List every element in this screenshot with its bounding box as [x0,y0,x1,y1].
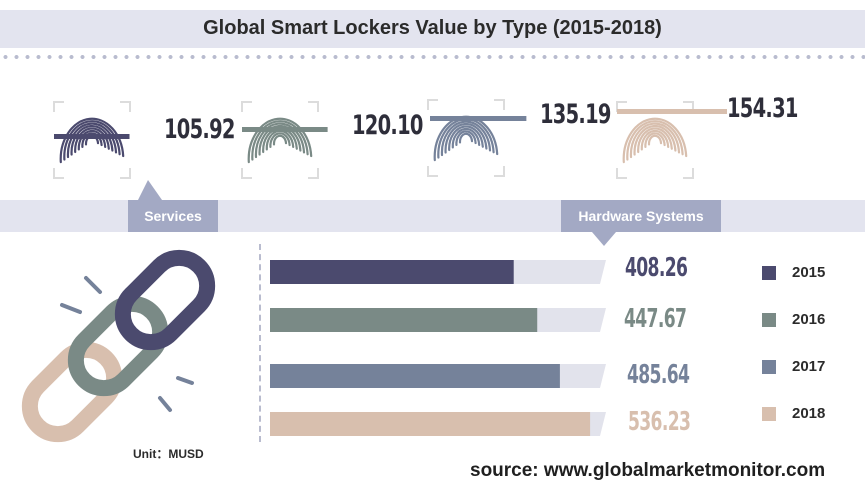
fingerprint-ridge [640,129,670,151]
fingerprint-ridge [622,117,688,164]
fingerprint-ridge [74,127,110,154]
legend-swatch-2015 [762,266,776,280]
services-value-2018: 154.31 [727,93,798,124]
frame-corner [241,168,252,179]
frame-corner [683,168,694,179]
services-bar-2017 [430,116,527,121]
frame-corner [241,101,252,112]
chain-spark [158,396,172,412]
frame-corner [308,101,319,112]
fingerprint-ridge [633,125,677,156]
hardware-bar-2016 [270,308,538,332]
legend-label-2016: 2016 [792,311,826,328]
services-bar-2015 [54,134,130,139]
fingerprint-ridge [458,132,474,144]
hardware-systems-tag: Hardware Systems [561,200,721,232]
fingerprint-ridge [63,120,121,161]
fingerprint-ridge [444,123,488,154]
legend-label-2018: 2018 [792,405,826,422]
chain-link-icon [21,249,216,443]
frame-corner [53,101,64,112]
fingerprint-ridge [66,122,118,159]
services-value-2015: 105.92 [164,114,235,145]
legend-swatch-2016 [762,313,776,327]
fingerprint-ridge [81,132,103,149]
fingerprint-ridge [440,120,492,157]
services-value-2017: 135.19 [540,99,611,130]
chain-link-2018 [21,341,123,443]
fingerprint-ridge [644,132,666,149]
services-value-2016: 120.10 [352,110,423,141]
fingerprint-ridge [272,134,288,146]
fingerprint-ridge [626,120,684,161]
chain-spark [84,276,102,294]
services-bar-2018 [617,109,727,114]
frame-corner [683,101,694,112]
hardware-value-2018: 536.23 [628,407,691,437]
fingerprint-ridge [637,127,673,154]
fingerprint-ridge [77,129,107,151]
chain-link-2015 [114,249,216,351]
fingerprint-ridge [247,117,313,164]
fingerprint-ridge [70,125,114,156]
frame-corner [427,99,438,110]
fingerprint-ridge [448,125,484,152]
frame-corner [53,168,64,179]
legend-label-2017: 2017 [792,358,826,375]
frame-corner [616,101,627,112]
fingerprint-ridge [258,125,302,156]
hardware-bar-2017 [270,364,560,388]
unit-label: Unit：MUSD [133,447,204,461]
hardware-value-2015: 408.26 [625,253,688,283]
fingerprint-icon [53,101,131,179]
frame-corner [120,101,131,112]
legend-label-2015: 2015 [792,264,826,281]
fingerprint-ridge [647,134,663,146]
fingerprint-ridge [251,120,309,161]
fingerprint-icon [616,101,694,179]
legend-swatch-2018 [762,407,776,421]
services-pointer [138,180,162,200]
frame-corner [494,99,505,110]
frame-corner [616,168,627,179]
hardware-bar-2018 [270,412,591,436]
fingerprint-ridge [451,127,481,149]
dashed-divider [259,244,261,442]
dotted-divider [0,55,865,59]
fingerprint-ridge [629,122,681,159]
fingerprint-ridge [254,122,306,159]
fingerprint-ridge [269,132,291,149]
hardware-pointer [592,232,616,246]
fingerprint-ridge [455,130,477,147]
chain-spark [176,376,194,385]
source-text: source: www.globalmarketmonitor.com [470,460,826,481]
chain-link-2016 [67,295,169,397]
frame-corner [308,168,319,179]
chain-spark [60,303,82,314]
hardware-bar-2015 [270,260,514,284]
hardware-value-2016: 447.67 [624,304,687,334]
chart-title: Global Smart Lockers Value by Type (2015… [203,17,662,39]
legend-swatch-2017 [762,360,776,374]
frame-corner [120,168,131,179]
services-bar-2016 [242,127,328,132]
fingerprint-ridge [59,117,125,164]
fingerprint-icon [241,101,319,179]
frame-corner [494,166,505,177]
services-tag: Services [128,200,218,232]
frame-corner [427,166,438,177]
fingerprint-icon [427,99,505,177]
hardware-value-2017: 485.64 [627,360,690,390]
title-band [0,10,865,48]
